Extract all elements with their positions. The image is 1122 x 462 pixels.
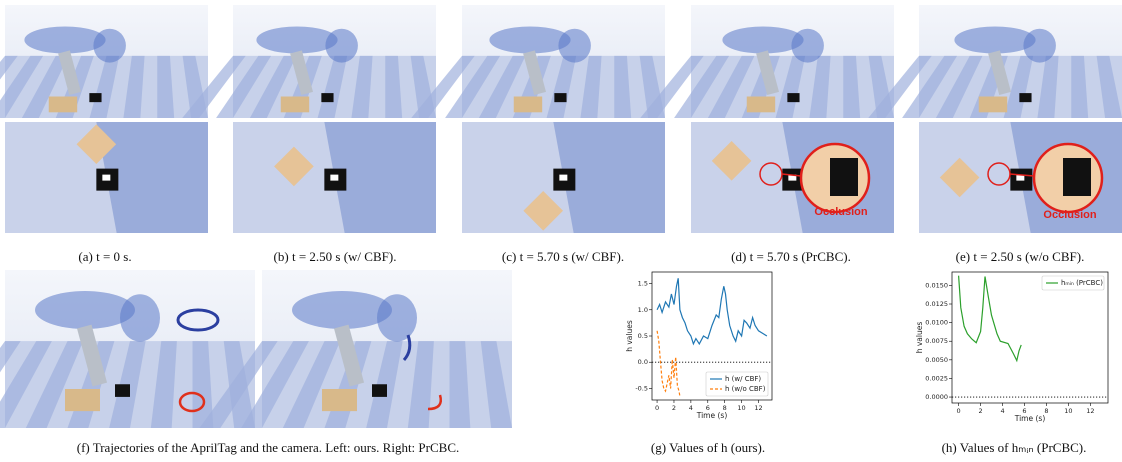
scene: [233, 122, 436, 233]
y-tick-label: 1.5: [638, 280, 648, 288]
scene: [5, 122, 208, 233]
plot-frame: [952, 272, 1108, 403]
y-tick-label: 0.0150: [925, 281, 948, 289]
robot: [120, 294, 160, 341]
line: [959, 276, 1022, 361]
annotation: Occlusion: [1043, 209, 1096, 221]
tag: [787, 93, 799, 102]
robot: [325, 29, 357, 63]
annotation: Occlusion: [814, 206, 867, 218]
y-tick-label: 0.0075: [925, 337, 948, 345]
caption: (h) Values of hₘᵢₙ (PrCBC).: [942, 440, 1087, 455]
zoom-tag: [1063, 158, 1091, 196]
robot: [93, 29, 125, 63]
y-tick-label: 0.0025: [925, 374, 948, 382]
scene: [640, 5, 894, 118]
line: [657, 278, 767, 344]
caption: (f) Trajectories of the AprilTag and the…: [77, 440, 460, 455]
robot: [1023, 29, 1055, 63]
scene-images: [0, 5, 1122, 428]
y-tick-label: 0.0050: [925, 356, 948, 364]
legend-label: h (w/ CBF): [725, 375, 761, 383]
y-tick-label: 1.0: [638, 306, 648, 314]
scene: [182, 5, 436, 118]
tag: [1019, 93, 1031, 102]
y-tick-label: 0.0125: [925, 300, 948, 308]
box: [979, 97, 1007, 113]
y-tick-label: 0.0000: [925, 393, 948, 401]
x-tick-label: 10: [737, 404, 745, 412]
figure: (a) t = 0 s. (b) t = 2.50 s (w/ CBF). (c…: [0, 0, 1122, 462]
box: [747, 97, 775, 113]
box: [49, 97, 77, 113]
legend-label: h (w/o CBF): [725, 385, 766, 393]
box: [322, 389, 357, 411]
robot: [292, 291, 392, 329]
robot: [489, 26, 570, 53]
robot: [558, 29, 590, 63]
scene: [0, 5, 208, 118]
x-tick-label: 2: [672, 404, 676, 412]
y-tick-label: 0.5: [638, 332, 648, 340]
x-tick-label: 10: [1064, 407, 1072, 415]
tag-bit: [102, 175, 110, 181]
box: [65, 389, 100, 411]
box: [514, 97, 542, 113]
caption: (b) t = 2.50 s (w/ CBF).: [274, 249, 397, 264]
x-axis-label: Time (s): [696, 411, 728, 420]
robot: [24, 26, 105, 53]
zoom-tag: [830, 158, 858, 196]
caption: (a) t = 0 s.: [78, 249, 131, 264]
scene: [411, 5, 665, 118]
tag: [554, 93, 566, 102]
caption: (d) t = 5.70 s (PrCBC).: [731, 249, 851, 264]
robot: [256, 26, 337, 53]
x-tick-label: 0: [655, 404, 659, 412]
y-axis-label: h values: [915, 322, 924, 354]
x-tick-label: 4: [689, 404, 693, 412]
robot: [722, 26, 803, 53]
robot: [377, 294, 417, 341]
y-tick-label: 0.0100: [925, 319, 948, 327]
tag: [372, 384, 387, 397]
y-tick-label: -0.5: [635, 384, 648, 392]
x-tick-label: 2: [978, 407, 982, 415]
robot: [35, 291, 135, 329]
tag: [115, 384, 130, 397]
tag: [89, 93, 101, 102]
x-tick-label: 12: [754, 404, 762, 412]
y-axis-label: h values: [625, 320, 634, 352]
robot: [791, 29, 823, 63]
y-tick-label: 0.0: [638, 358, 648, 366]
box: [281, 97, 309, 113]
caption: (g) Values of h (ours).: [651, 440, 765, 455]
x-axis-label: Time (s): [1014, 414, 1046, 423]
legend-label: hₘᵢₙ (PrCBC): [1061, 279, 1103, 287]
line: [657, 331, 680, 397]
x-tick-label: 12: [1086, 407, 1094, 415]
robot: [954, 26, 1035, 53]
x-tick-label: 0: [957, 407, 961, 415]
tag-bit: [559, 175, 567, 181]
scene: [462, 122, 665, 233]
tag: [321, 93, 333, 102]
tag-bit: [330, 175, 338, 181]
scene: [868, 5, 1122, 118]
x-tick-label: 4: [1000, 407, 1004, 415]
caption: (c) t = 5.70 s (w/ CBF).: [502, 249, 624, 264]
caption: (e) t = 2.50 s (w/o CBF).: [956, 249, 1085, 264]
